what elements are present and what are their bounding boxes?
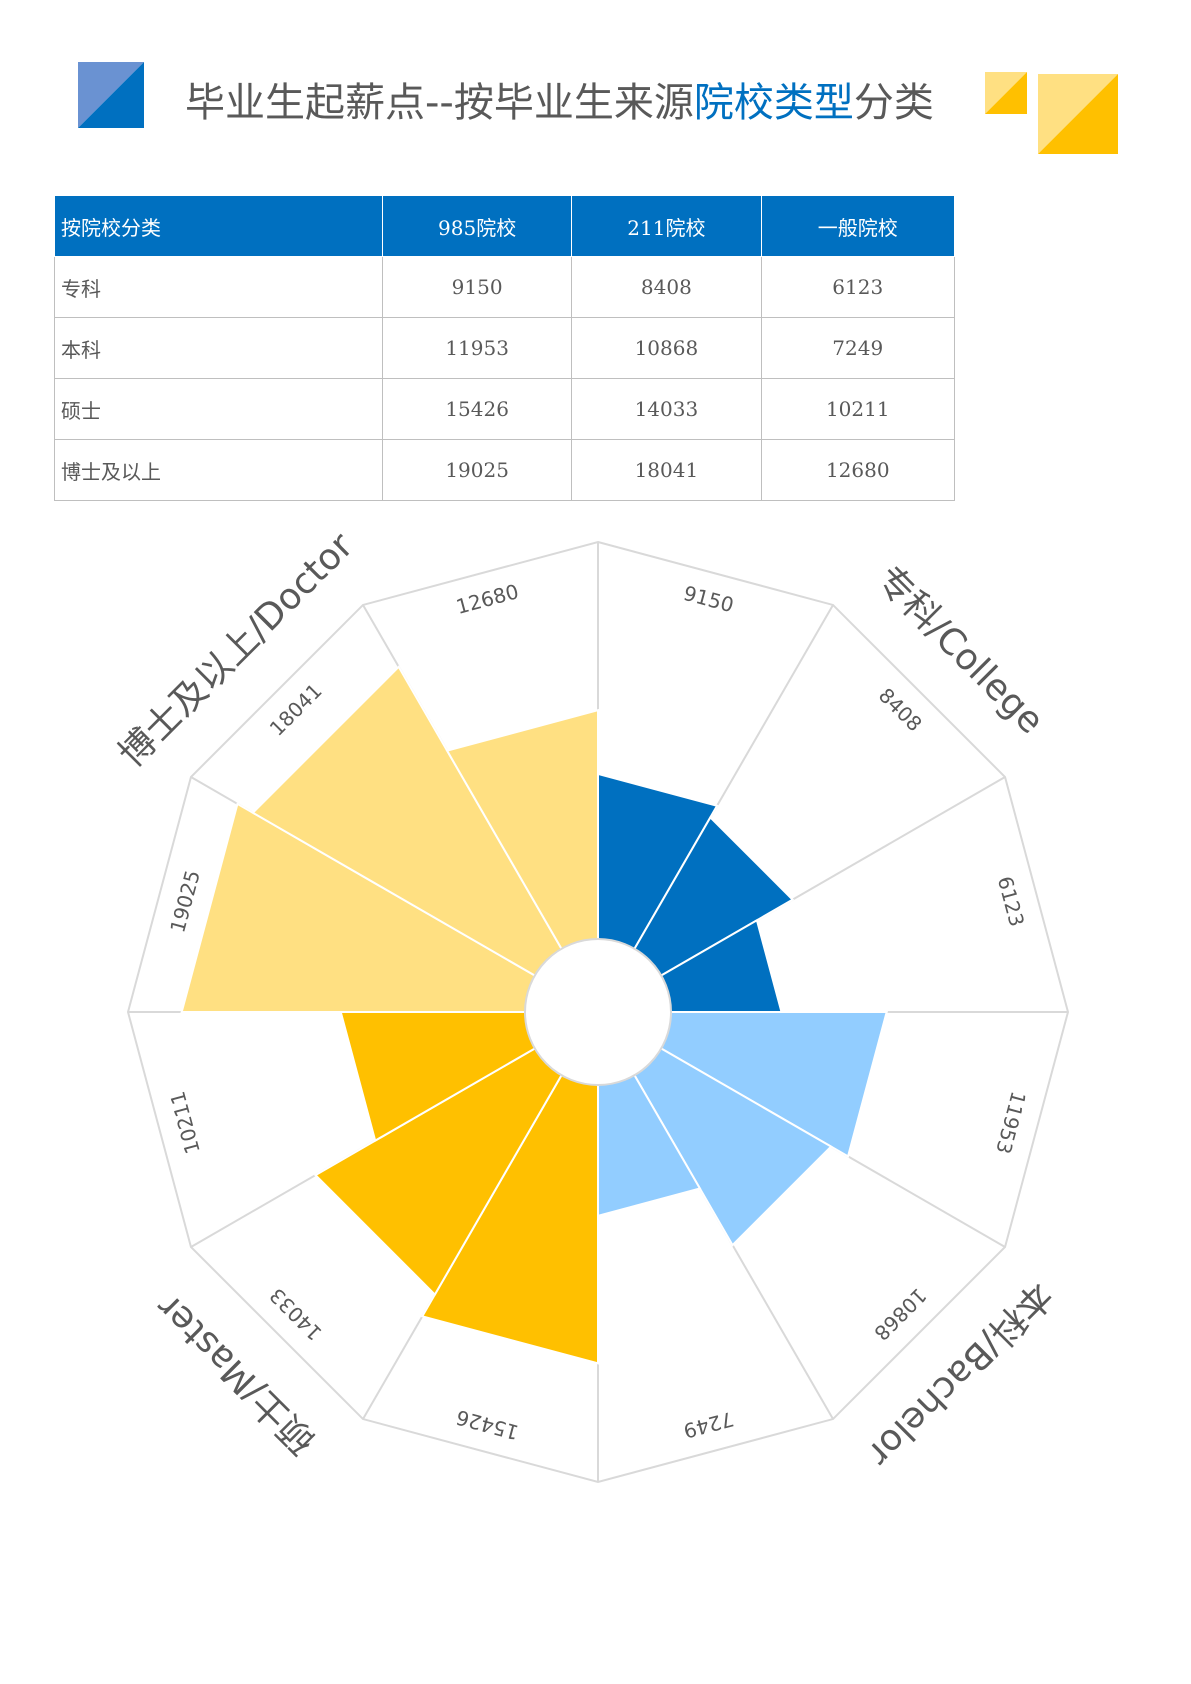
table-cell: 博士及以上 xyxy=(54,439,383,501)
table-cell: 9150 xyxy=(381,256,573,318)
title-deco-yellow-large-icon xyxy=(1038,74,1118,154)
table-cell: 本科 xyxy=(54,317,383,379)
table-cell: 10211 xyxy=(760,378,955,440)
table-row: 博士及以上 19025 18041 12680 xyxy=(54,439,955,501)
table-header-cell: 按院校分类 xyxy=(54,195,383,257)
table-cell: 专科 xyxy=(54,256,383,318)
title-tail: 分类 xyxy=(853,80,934,126)
table-cell: 18041 xyxy=(571,439,762,501)
table-cell: 7249 xyxy=(760,317,955,379)
table-header-cell: 一般院校 xyxy=(760,195,955,257)
title-deco-yellow-small-icon xyxy=(985,72,1027,114)
table-cell: 6123 xyxy=(760,256,955,318)
chart-center-hole xyxy=(524,938,672,1086)
table-header-row: 按院校分类 985院校 211院校 一般院校 xyxy=(54,195,955,257)
table-cell: 硕士 xyxy=(54,378,383,440)
table-cell: 8408 xyxy=(571,256,762,318)
table-row: 硕士 15426 14033 10211 xyxy=(54,378,955,440)
title-highlight: 院校类型 xyxy=(693,80,854,126)
page-title: 毕业生起薪点--按毕业生来源院校类型分类 xyxy=(185,70,934,128)
table-header-cell: 985院校 xyxy=(381,195,573,257)
table-cell: 12680 xyxy=(760,439,955,501)
title-main: 毕业生起薪点--按毕业生来源 xyxy=(185,80,694,126)
table-cell: 11953 xyxy=(381,317,573,379)
table-cell: 19025 xyxy=(381,439,573,501)
table-cell: 15426 xyxy=(381,378,573,440)
salary-table: 按院校分类 985院校 211院校 一般院校 专科 9150 8408 6123… xyxy=(54,195,955,501)
title-deco-blue-icon xyxy=(78,62,144,128)
table-row: 专科 9150 8408 6123 xyxy=(54,256,955,318)
table-header-cell: 211院校 xyxy=(571,195,762,257)
